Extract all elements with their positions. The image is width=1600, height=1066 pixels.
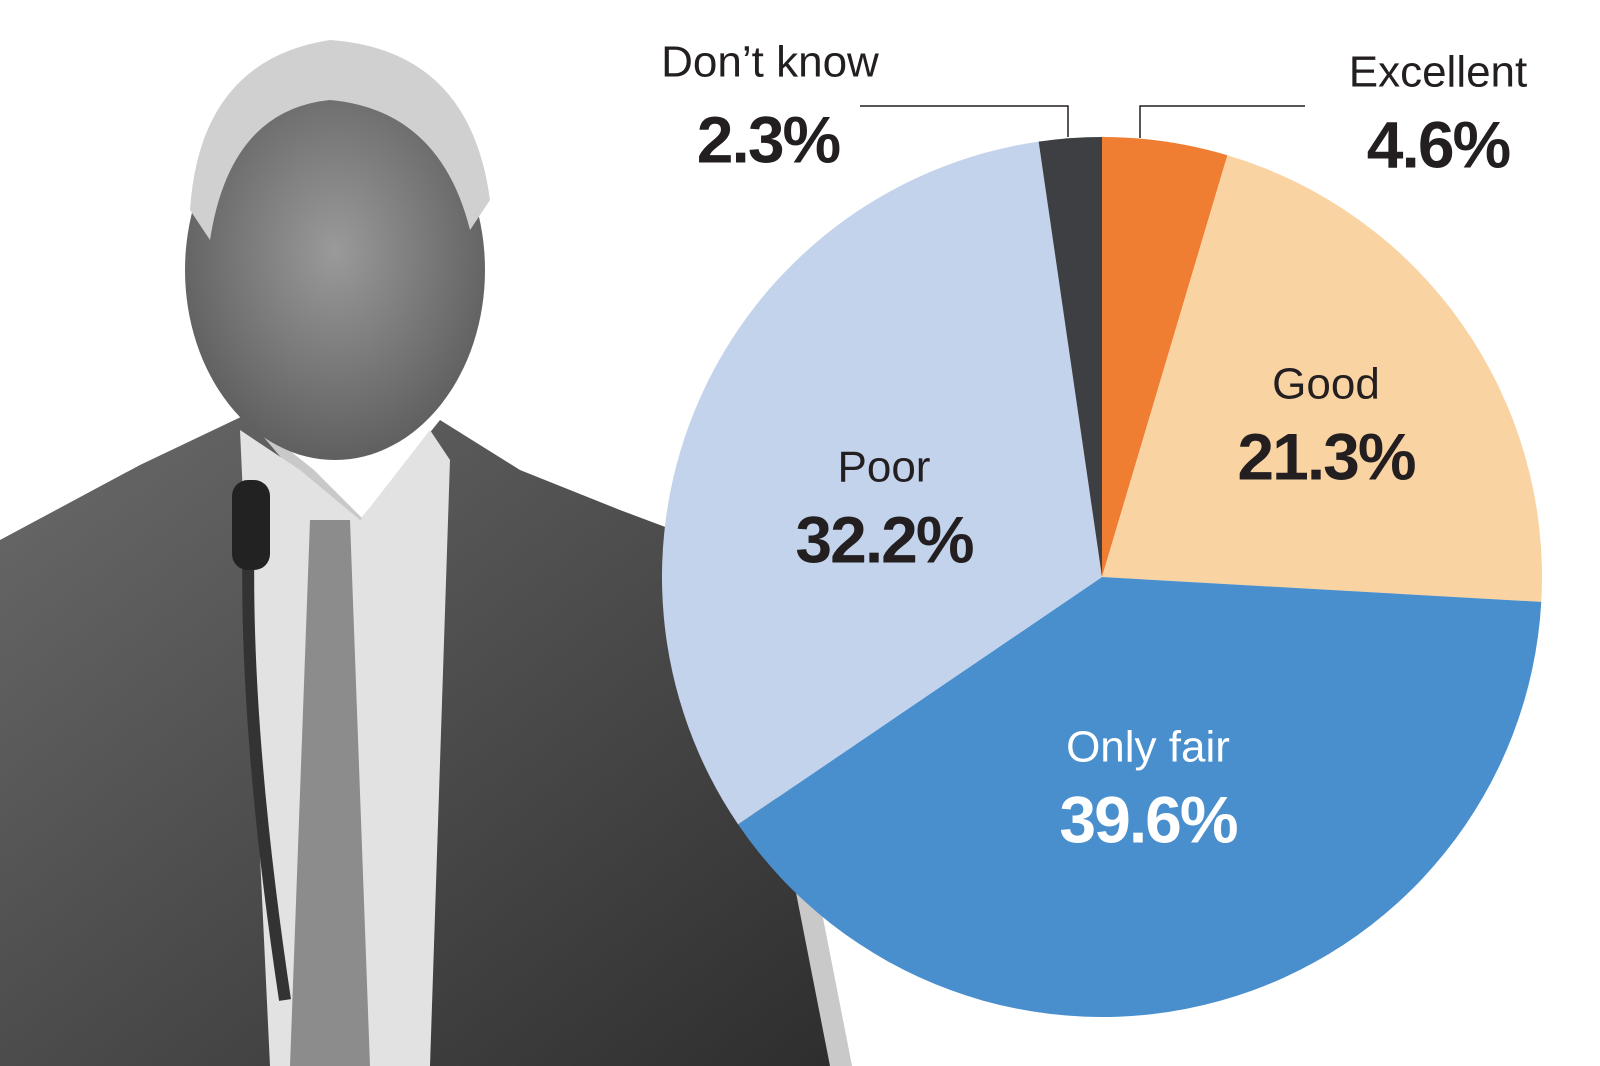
slice-label: Only fair (1066, 723, 1230, 772)
slice-label: Poor (838, 443, 931, 492)
leader-line (1139, 105, 1305, 138)
photo (0, 40, 853, 1066)
pie-slice (1102, 155, 1542, 602)
slice-label: Excellent (1349, 48, 1528, 97)
leader-line (860, 105, 1069, 137)
value-label: 32.2% (795, 502, 972, 576)
value-label: 39.6% (1059, 782, 1236, 856)
slice-label: Don’t know (661, 38, 879, 87)
pie-slice (738, 577, 1542, 1017)
pie-slice (1102, 137, 1228, 577)
slice-label: Good (1272, 360, 1380, 409)
value-label: 4.6% (1367, 107, 1510, 181)
pie-slice (661, 141, 1102, 825)
pie-slice (1038, 137, 1102, 577)
value-label: 2.3% (697, 102, 840, 176)
value-label: 21.3% (1237, 419, 1414, 493)
